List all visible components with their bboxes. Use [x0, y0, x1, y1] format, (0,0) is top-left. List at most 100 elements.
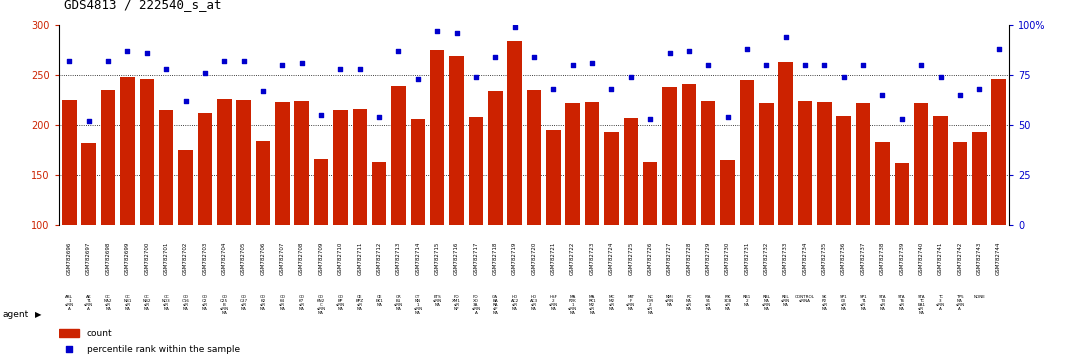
Text: ABL
1
siRN
A: ABL 1 siRN A: [65, 295, 74, 311]
Text: AK
T1
siRN
A: AK T1 siRN A: [84, 295, 93, 311]
Point: [564, 62, 581, 68]
Text: PIA
S1
siR
NA: PIA S1 siR NA: [705, 295, 711, 311]
Text: REL
siRN
NA: REL siRN NA: [781, 295, 790, 307]
Text: RB1
2
NA: RB1 2 NA: [743, 295, 751, 307]
Bar: [662, 87, 677, 225]
Text: TC
3
siRN
A: TC 3 siRN A: [936, 295, 945, 311]
Text: FO
XM1
siR
NP: FO XM1 siR NP: [452, 295, 461, 311]
Text: PC
NA
siR
NA: PC NA siR NA: [686, 295, 692, 311]
Text: GSM782730: GSM782730: [725, 242, 731, 275]
Bar: [779, 62, 792, 225]
Bar: [59, 329, 79, 337]
Bar: [314, 159, 328, 225]
Point: [506, 24, 523, 30]
Text: GSM782713: GSM782713: [396, 242, 400, 275]
Text: STA
T6
siR
NA: STA T6 siR NA: [898, 295, 906, 311]
Text: NONE: NONE: [973, 295, 985, 299]
Text: PIK
3CB
siR
NA: PIK 3CB siR NA: [723, 295, 732, 311]
Text: GSM782732: GSM782732: [764, 242, 769, 275]
Text: GSM782718: GSM782718: [492, 242, 498, 275]
Point: [158, 66, 175, 72]
Text: GSM782721: GSM782721: [551, 242, 555, 275]
Bar: [333, 110, 348, 225]
Text: GSM782741: GSM782741: [938, 242, 943, 275]
Text: percentile rank within the sample: percentile rank within the sample: [87, 344, 240, 354]
Point: [428, 28, 445, 34]
Text: MA
PK1
M2
siR
NA: MA PK1 M2 siR NA: [588, 295, 596, 315]
Point: [680, 48, 697, 53]
Point: [583, 60, 600, 65]
Bar: [488, 91, 503, 225]
Text: TP5
NA
siRN
A: TP5 NA siRN A: [956, 295, 964, 311]
Point: [835, 74, 852, 80]
Text: GSM782724: GSM782724: [609, 242, 614, 275]
Text: GSM782734: GSM782734: [802, 242, 807, 275]
Bar: [140, 79, 154, 225]
Text: HD
AC2
siR
NA: HD AC2 siR NA: [511, 295, 519, 311]
Bar: [604, 132, 618, 225]
Bar: [740, 80, 754, 225]
Text: GSM782715: GSM782715: [435, 242, 440, 275]
Bar: [855, 103, 870, 225]
Text: GSM782720: GSM782720: [532, 242, 536, 275]
Point: [719, 114, 736, 120]
Text: CD
K7
siR
NA: CD K7 siR NA: [299, 295, 304, 311]
Point: [197, 70, 214, 76]
Point: [642, 116, 659, 122]
Bar: [720, 160, 735, 225]
Point: [409, 76, 426, 82]
Point: [623, 74, 640, 80]
Text: GSM782707: GSM782707: [280, 242, 285, 275]
Text: GDS4813 / 222540_s_at: GDS4813 / 222540_s_at: [64, 0, 221, 11]
Bar: [624, 118, 638, 225]
Point: [293, 60, 310, 65]
Text: MA
P2K
1
siRN
NA: MA P2K 1 siRN NA: [568, 295, 578, 315]
Bar: [914, 103, 928, 225]
Bar: [817, 102, 832, 225]
Point: [80, 118, 97, 124]
Point: [700, 62, 717, 68]
Point: [661, 50, 678, 56]
Point: [138, 50, 155, 56]
Point: [525, 54, 543, 59]
Text: STA
T3
siR
NA: STA T3 siR NA: [879, 295, 886, 311]
Bar: [430, 50, 444, 225]
Text: CD
C37
siR
NA: CD C37 siR NA: [239, 295, 248, 311]
Bar: [62, 100, 77, 225]
Text: GSM782725: GSM782725: [628, 242, 633, 275]
Point: [273, 62, 290, 68]
Text: GSM782714: GSM782714: [415, 242, 421, 275]
Point: [778, 34, 795, 40]
Bar: [100, 90, 115, 225]
Text: GSM782727: GSM782727: [668, 242, 672, 275]
Bar: [836, 116, 851, 225]
Text: MC
M2
siR
NA: MC M2 siR NA: [609, 295, 614, 311]
Text: CE
BPZ
siR
NA: CE BPZ siR NA: [356, 295, 364, 311]
Text: GSM782716: GSM782716: [454, 242, 459, 275]
Bar: [585, 102, 599, 225]
Bar: [527, 90, 541, 225]
Point: [487, 54, 504, 59]
Bar: [198, 113, 213, 225]
Point: [758, 62, 775, 68]
Point: [371, 114, 388, 120]
Bar: [895, 163, 909, 225]
Text: GSM782697: GSM782697: [87, 242, 91, 275]
Text: GSM782737: GSM782737: [861, 242, 865, 275]
Bar: [255, 141, 270, 225]
Text: GSM782738: GSM782738: [880, 242, 885, 275]
Text: CC
ND3
siR
NA: CC ND3 siR NA: [162, 295, 171, 311]
Text: GSM782735: GSM782735: [822, 242, 827, 275]
Text: GSM782701: GSM782701: [163, 242, 169, 275]
Text: GSM782733: GSM782733: [783, 242, 788, 275]
Point: [61, 58, 78, 64]
Point: [990, 46, 1007, 52]
Point: [932, 74, 949, 80]
Bar: [701, 101, 716, 225]
Text: GSM782711: GSM782711: [358, 242, 362, 275]
Text: GSM782736: GSM782736: [842, 242, 846, 275]
Point: [332, 66, 349, 72]
Text: GSM782743: GSM782743: [977, 242, 981, 275]
Bar: [798, 101, 813, 225]
Point: [545, 86, 562, 92]
